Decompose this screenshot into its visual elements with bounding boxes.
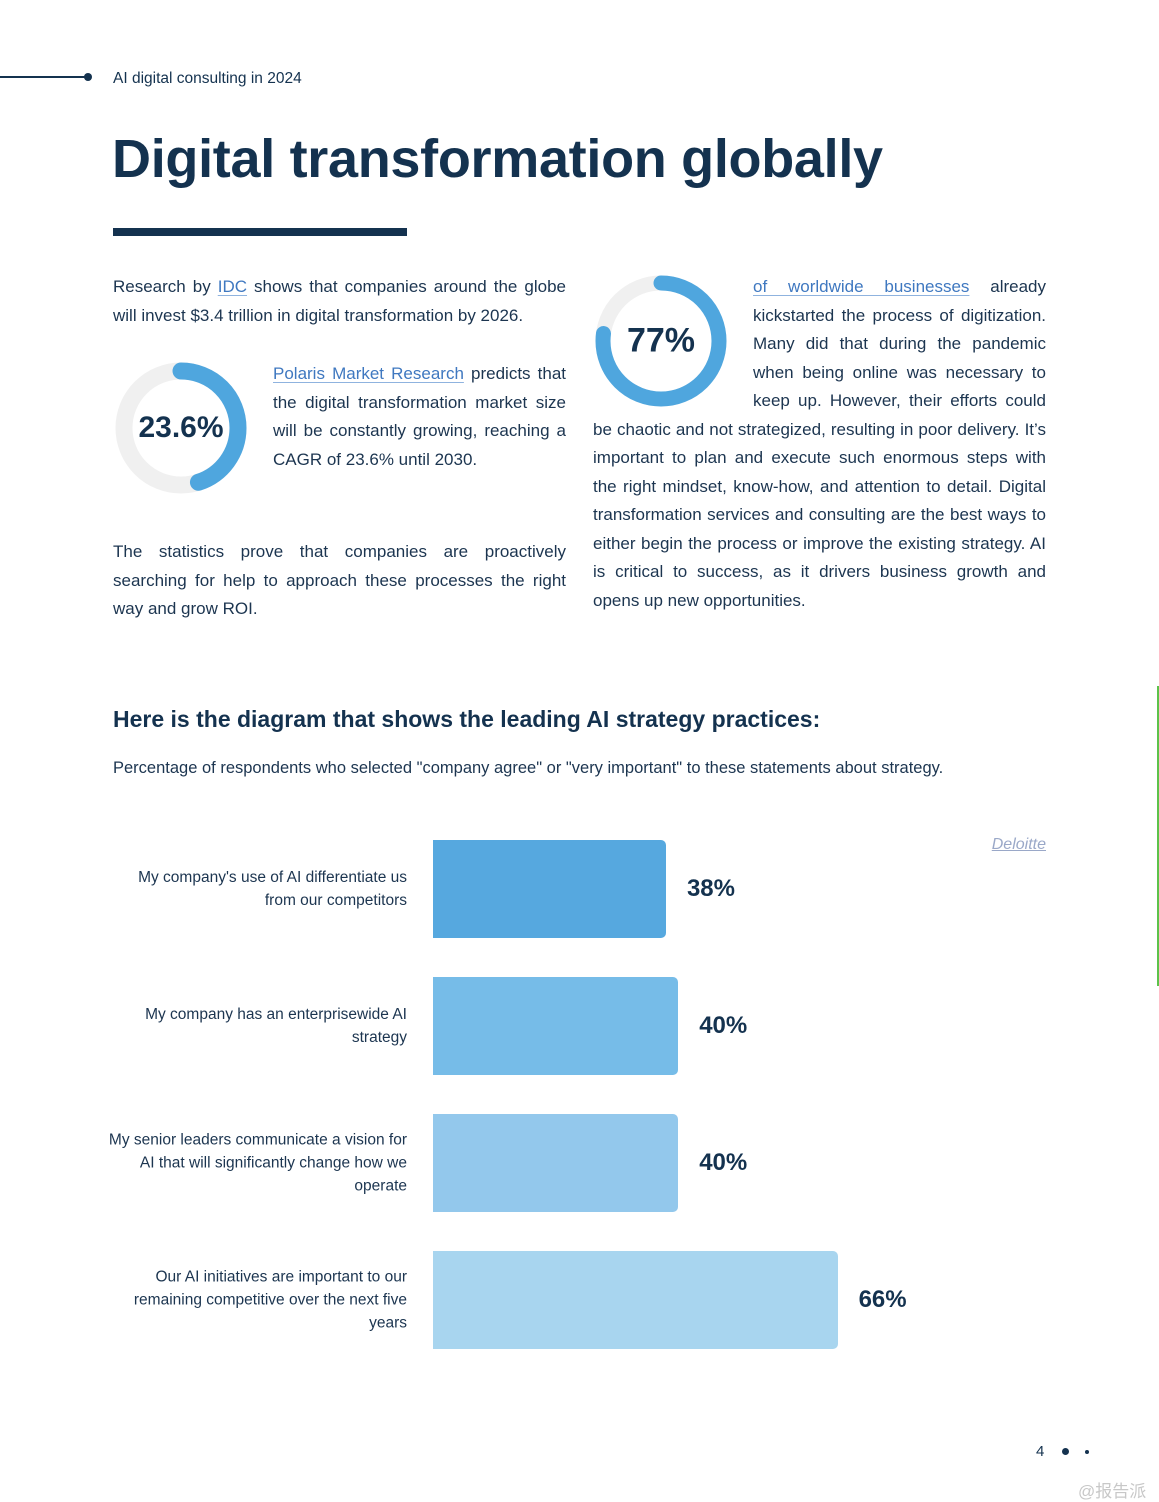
text: already kickstarted the process of digit… <box>593 277 1047 610</box>
bar <box>433 840 666 938</box>
cagr-donut-ring <box>115 362 247 494</box>
businesses-donut: 77% <box>593 273 753 413</box>
bar-value-label: 40% <box>699 1149 748 1176</box>
header-dot <box>84 73 92 81</box>
bar-row: My company has an enterprisewide AI stra… <box>0 977 1159 1075</box>
watermark: @报告派 <box>1078 1482 1147 1501</box>
text: Research by <box>113 277 218 296</box>
bar <box>433 1114 679 1212</box>
diagram-subtitle: Percentage of respondents who selected "… <box>113 759 944 777</box>
bar-value-label: 40% <box>699 1012 748 1039</box>
left-column: Research by IDC shows that companies aro… <box>113 273 566 624</box>
header-line <box>0 76 88 78</box>
worldwide-paragraph: of worldwide businesses already kickstar… <box>593 273 1046 615</box>
bar-label: My company has an enterprisewide AI stra… <box>145 1006 407 1046</box>
bar-row: Our AI initiatives are important to our … <box>0 1251 1159 1349</box>
idc-link[interactable]: IDC <box>217 277 248 296</box>
page-dot-large <box>1062 1448 1069 1455</box>
diagram-heading: Here is the diagram that shows the leadi… <box>113 706 821 732</box>
cagr-donut-label: 23.6% <box>138 411 224 444</box>
bar-label: Our AI initiatives are important to our … <box>133 1268 407 1332</box>
page-number: 4 <box>1036 1443 1045 1460</box>
businesses-donut-ring <box>595 275 727 407</box>
idc-paragraph: Research by IDC shows that companies aro… <box>113 273 566 330</box>
worldwide-link[interactable]: of worldwide businesses <box>753 277 970 296</box>
section-label: AI digital consulting in 2024 <box>113 70 302 87</box>
text: predicts that the digital transformation… <box>273 364 566 469</box>
bar-label: My senior leaders communicate a vision f… <box>108 1131 407 1195</box>
cagr-donut: 23.6% <box>113 360 273 500</box>
polaris-paragraph: Polaris Market Research predicts that th… <box>113 360 566 474</box>
source-link[interactable]: Deloitte <box>991 836 1046 853</box>
bar-label: My company's use of AI differentiate us … <box>138 869 407 909</box>
text: shows that companies around the globe wi… <box>113 277 566 325</box>
bar <box>433 1251 838 1349</box>
bar-row: My company's use of AI differentiate us … <box>0 840 1159 938</box>
bar-row: My senior leaders communicate a vision f… <box>0 1114 1159 1212</box>
statistics-paragraph: The statistics prove that companies are … <box>113 542 566 618</box>
bar <box>433 977 679 1075</box>
businesses-donut-label: 77% <box>626 321 696 360</box>
bar-value-label: 38% <box>686 875 735 902</box>
green-scroll-indicator[interactable] <box>1157 686 1159 986</box>
page-title: Digital transformation globally <box>112 129 883 189</box>
bar-value-label: 66% <box>858 1286 907 1313</box>
title-underline <box>113 228 407 236</box>
page-dot-small <box>1085 1450 1089 1454</box>
polaris-link[interactable]: Polaris Market Research <box>273 364 464 383</box>
right-column: 77% of worldwide businesses already kick… <box>593 273 1046 615</box>
